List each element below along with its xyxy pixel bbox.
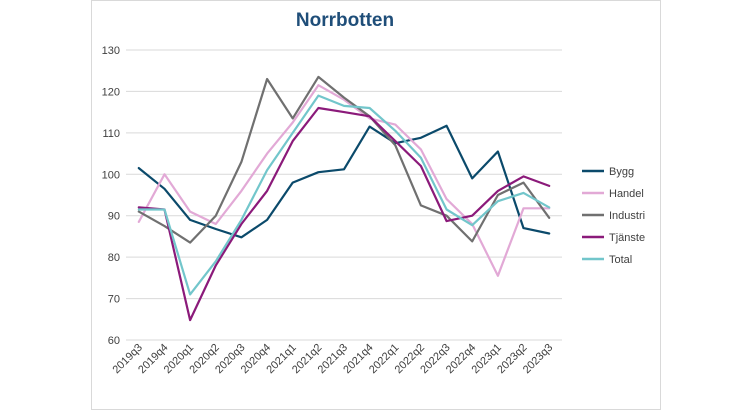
y-tick-label: 130 [102, 45, 120, 57]
y-tick-label: 80 [108, 252, 120, 264]
legend-label-industri: Industri [609, 210, 645, 222]
legend-label-bygg: Bygg [609, 166, 634, 178]
series-line-tjänste [137, 106, 551, 322]
legend-label-handel: Handel [609, 188, 644, 200]
y-tick-label: 120 [102, 86, 120, 98]
y-tick-label: 100 [102, 169, 120, 181]
series-line-handel [137, 84, 551, 277]
x-axis: 2019q32019q42020q12020q22020q32020q42021… [110, 342, 555, 376]
y-tick-label: 90 [108, 211, 120, 223]
y-tick-label: 60 [108, 335, 120, 347]
chart-svg: Norrbotten 60 70 80 90 100 110 120 130 2019q320… [102, 10, 645, 376]
chart-frame: Norrbotten 60 70 80 90 100 110 120 130 2019q3 20… [91, 0, 661, 410]
legend: Bygg Handel Industri Tjänste Total [582, 166, 645, 266]
series-line-industri [137, 75, 551, 244]
legend-label-total: Total [609, 254, 632, 266]
y-tick-label: 110 [102, 128, 120, 140]
chart-title: Norrbotten [296, 10, 394, 31]
y-tick-label: 70 [108, 294, 120, 306]
y-axis: 60 70 80 90 100 110 120 130 [102, 45, 120, 347]
series-line-bygg [137, 124, 551, 239]
legend-label-tjänste: Tjänste [609, 232, 645, 244]
grid-layer [126, 49, 562, 341]
series-layer [137, 75, 551, 322]
series-line-total [137, 94, 551, 296]
